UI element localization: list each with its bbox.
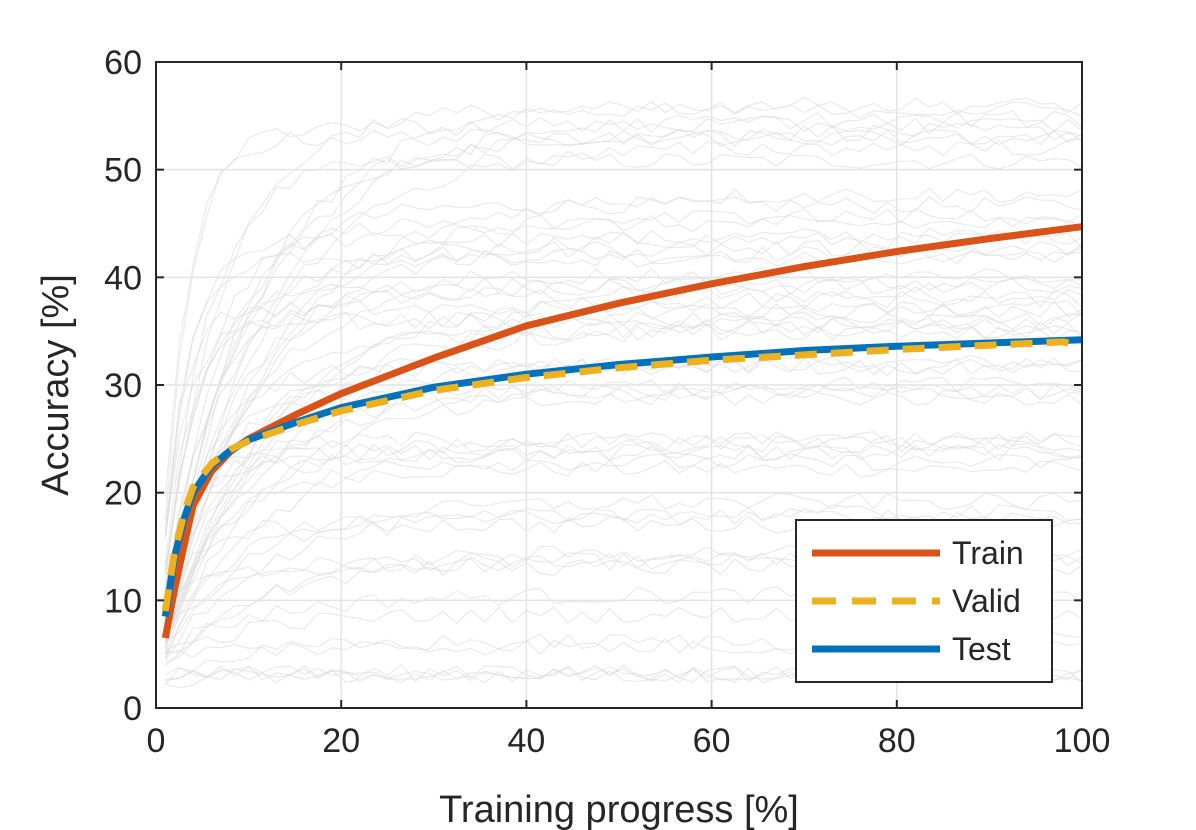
background-run-line: [164, 442, 1083, 611]
background-run-line: [164, 138, 1083, 612]
series-line-valid: [161, 338, 1083, 612]
background-run-line: [164, 195, 1083, 592]
background-run-line: [164, 227, 1083, 633]
background-run-line: [164, 249, 1083, 611]
background-run-line: [164, 110, 1083, 631]
x-tick-label: 0: [147, 722, 166, 760]
background-run-line: [164, 276, 1083, 608]
background-run-line: [164, 277, 1083, 573]
x-tick-label: 60: [693, 722, 731, 760]
y-axis-title: Accuracy [%]: [35, 274, 77, 496]
background-run-line: [164, 443, 1083, 590]
y-tick-label: 30: [104, 367, 142, 405]
background-run-line: [164, 320, 1083, 655]
legend-box: [795, 519, 1053, 683]
series-line-train: [161, 223, 1083, 639]
legend-label-train: Train: [952, 535, 1024, 571]
y-tick-label: 0: [123, 690, 142, 728]
background-run-line: [164, 318, 1083, 643]
background-run-line: [164, 492, 1083, 642]
y-tick-label: 50: [104, 152, 142, 190]
x-axis-title: Training progress [%]: [439, 789, 799, 830]
background-run-line: [164, 376, 1083, 630]
background-run-line: [164, 312, 1083, 564]
tick-marks: [155, 61, 1083, 709]
background-run-line: [164, 128, 1083, 497]
background-run-line: [164, 207, 1083, 622]
background-run-line: [164, 357, 1083, 627]
series-layer: [161, 223, 1083, 639]
background-run-line: [164, 100, 1083, 574]
legend-label-valid: Valid: [952, 583, 1021, 619]
background-run-line: [164, 311, 1083, 536]
y-tick-label: 20: [104, 475, 142, 513]
background-run-line: [164, 96, 1083, 617]
background-run-line: [164, 322, 1083, 613]
y-tick-label: 40: [104, 259, 142, 297]
background-run-line: [164, 389, 1083, 660]
background-run-line: [164, 435, 1083, 658]
background-run-line: [164, 214, 1083, 571]
background-run-line: [164, 122, 1083, 601]
background-run-line: [164, 187, 1083, 653]
background-run-line: [164, 382, 1083, 642]
x-tick-label: 40: [507, 722, 545, 760]
background-run-line: [164, 459, 1083, 647]
y-tick-label: 60: [104, 44, 142, 82]
legend: Train Valid Test: [795, 519, 1053, 683]
y-tick-label: 10: [104, 582, 142, 620]
background-run-line: [164, 432, 1083, 649]
x-tick-label: 80: [878, 722, 916, 760]
x-tick-label: 100: [1054, 722, 1111, 760]
x-tick-label: 20: [322, 722, 360, 760]
legend-label-test: Test: [952, 631, 1011, 667]
tick-labels: 0 20 40 60 80 100 0 10 20 30 40 50 60: [104, 44, 1110, 760]
background-run-line: [164, 115, 1083, 522]
background-run-line: [164, 453, 1083, 593]
background-run-line: [164, 431, 1083, 620]
background-run-line: [164, 129, 1083, 619]
